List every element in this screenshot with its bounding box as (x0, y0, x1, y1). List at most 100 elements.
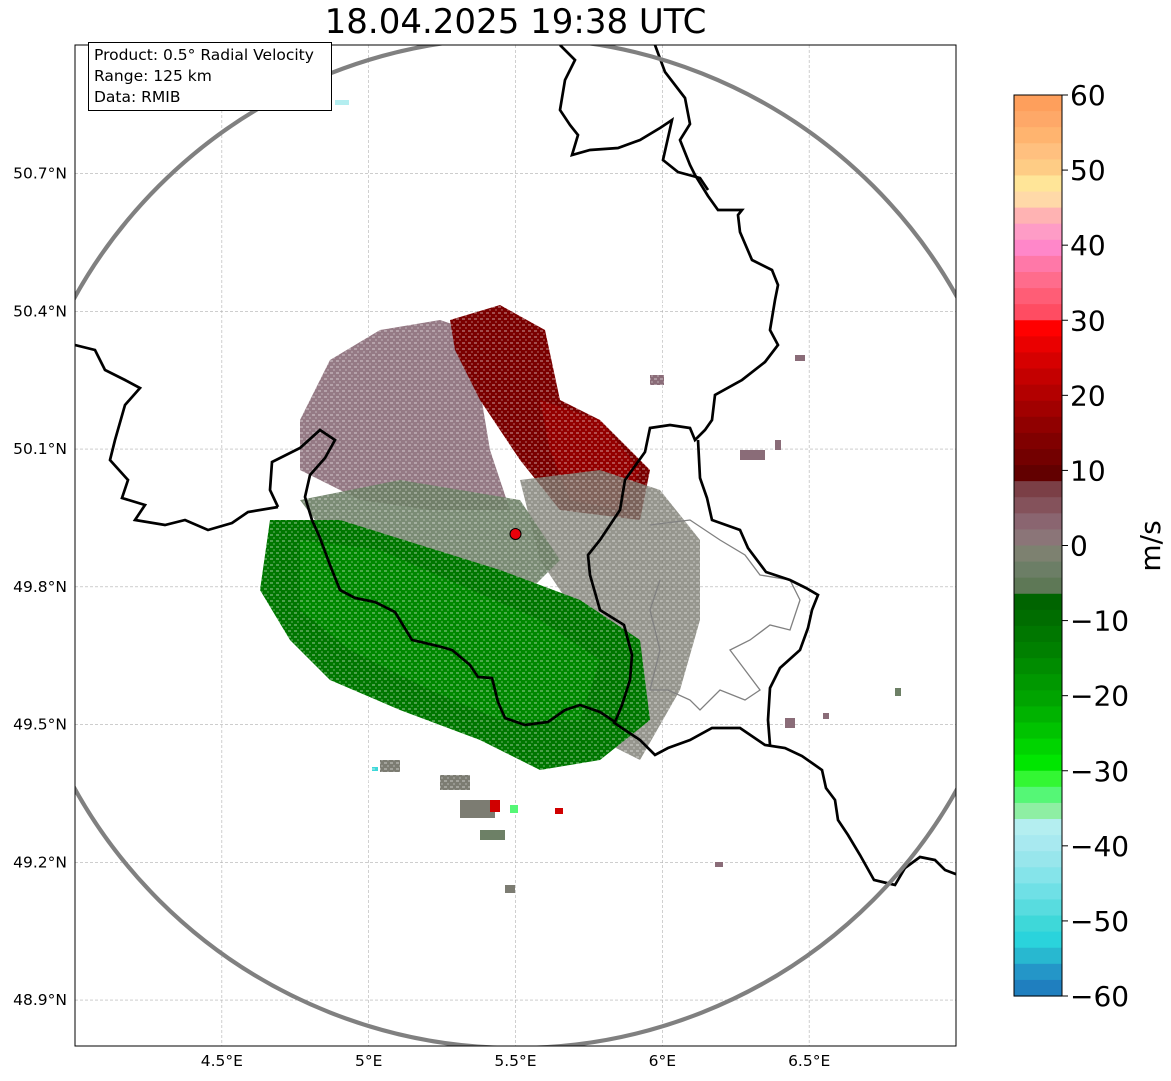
admin-boundaries (649, 519, 801, 711)
x-tick-label: 5°E (355, 1052, 382, 1070)
colorbar-swatch (1014, 111, 1062, 128)
map-title: 18.04.2025 19:38 UTC (324, 2, 707, 42)
y-tick-label: 50.1°N (13, 440, 67, 458)
colorbar-swatch (1014, 609, 1062, 627)
y-tick-label: 49.8°N (13, 578, 67, 596)
colorbar-tick-label: −50 (1070, 905, 1129, 938)
colorbar-swatch (1014, 352, 1062, 370)
x-tick-label: 5.5°E (494, 1052, 536, 1070)
colorbar-swatch (1014, 432, 1062, 450)
colorbar-swatch (1014, 336, 1062, 354)
colorbar-swatch (1014, 947, 1062, 965)
colorbar-swatch (1014, 448, 1062, 466)
colorbar-swatch (1014, 786, 1062, 804)
colorbar-ticks: 60 50 40 30 20 10 0 −10 −20 −30 −40 −50 −60 (1062, 79, 1129, 1013)
colorbar-swatch (1014, 835, 1062, 852)
colorbar-tick-label: 20 (1070, 379, 1106, 412)
y-tick-label: 49.2°N (13, 853, 67, 871)
colorbar-swatch (1014, 368, 1062, 386)
radar-site-marker (509, 528, 522, 541)
country-border-fr-be (75, 343, 279, 532)
x-tick-label: 4.5°E (201, 1052, 243, 1070)
colorbar-swatch (1014, 320, 1062, 337)
colorbar-swatch (1014, 931, 1062, 949)
colorbar-tick-label: 30 (1070, 304, 1106, 337)
borders (75, 45, 956, 1046)
colorbar-swatch (1014, 642, 1062, 659)
colorbar-swatch (1014, 127, 1062, 144)
colorbar-swatches (1014, 95, 1062, 997)
country-border-lux-de (696, 439, 820, 746)
colorbar-swatch (1014, 899, 1062, 917)
colorbar-swatch (1014, 465, 1062, 482)
country-border-lux (612, 720, 956, 887)
colorbar-swatch (1014, 577, 1062, 595)
country-border-nl (558, 45, 710, 191)
colorbar-swatch (1014, 690, 1062, 707)
colorbar-swatch (1014, 288, 1062, 305)
colorbar-swatch (1014, 819, 1062, 836)
colorbar-swatch (1014, 384, 1062, 402)
colorbar-swatch (1014, 143, 1062, 160)
y-tick-label: 50.4°N (13, 302, 67, 320)
colorbar-tick-label: 60 (1070, 79, 1106, 112)
y-tick-label: 48.9°N (13, 991, 67, 1009)
info-data: Data: RMIB (94, 88, 181, 106)
colorbar-tick-label: 0 (1070, 530, 1088, 563)
colorbar-tick-label: 10 (1070, 454, 1106, 487)
colorbar-swatch (1014, 400, 1062, 418)
y-tick-label: 50.7°N (13, 165, 67, 183)
colorbar-swatch (1014, 754, 1062, 772)
x-tick-label: 6°E (649, 1052, 676, 1070)
colorbar-swatch (1014, 513, 1062, 531)
colorbar-swatch (1014, 770, 1062, 788)
colorbar-swatch (1014, 95, 1062, 112)
colorbar-tick-label: 50 (1070, 154, 1106, 187)
info-range: Range: 125 km (94, 67, 212, 85)
colorbar-swatch (1014, 271, 1062, 289)
velocity-echoes (260, 100, 901, 893)
colorbar-swatch (1014, 851, 1062, 868)
colorbar-tick-label: −10 (1070, 605, 1129, 638)
colorbar-swatch (1014, 867, 1062, 884)
colorbar-swatch (1014, 561, 1062, 579)
colorbar-swatch (1014, 239, 1062, 257)
colorbar-swatch (1014, 223, 1062, 241)
colorbar-swatch (1014, 722, 1062, 740)
colorbar-swatch (1014, 175, 1062, 193)
map-frame (74, 44, 957, 1047)
colorbar-swatch (1014, 207, 1062, 225)
colorbar-swatch (1014, 545, 1062, 563)
colorbar-swatch (1014, 416, 1062, 434)
colorbar-swatch (1014, 304, 1062, 321)
colorbar-label: m/s (1134, 520, 1167, 571)
colorbar-swatch (1014, 497, 1062, 514)
x-tick-label: 6.5°E (788, 1052, 830, 1070)
x-axis-ticks: 4.5°E 5°E 5.5°E 6°E 6.5°E (201, 1052, 831, 1070)
colorbar-swatch (1014, 738, 1062, 756)
colorbar-swatch (1014, 706, 1062, 724)
info-product: Product: 0.5° Radial Velocity (94, 46, 314, 64)
colorbar-swatch (1014, 979, 1062, 997)
colorbar-swatch (1014, 963, 1062, 981)
y-axis-ticks: 48.9°N 49.2°N 49.5°N 49.8°N 50.1°N 50.4°N 50.7… (13, 165, 67, 1010)
colorbar-swatch (1014, 625, 1062, 643)
colorbar-tick-label: −60 (1070, 980, 1129, 1013)
colorbar: 60 50 40 30 20 10 0 −10 −20 −30 −40 −50 −60 m/s (1013, 79, 1167, 1013)
colorbar-swatch (1014, 191, 1062, 209)
y-tick-label: 49.5°N (13, 716, 67, 734)
colorbar-tick-label: −30 (1070, 755, 1129, 788)
colorbar-swatch (1014, 159, 1062, 177)
colorbar-swatch (1014, 593, 1062, 611)
colorbar-swatch (1014, 883, 1062, 901)
colorbar-swatch (1014, 658, 1062, 675)
colorbar-tick-label: −40 (1070, 830, 1129, 863)
colorbar-swatch (1014, 674, 1062, 691)
colorbar-tick-label: 40 (1070, 229, 1106, 262)
colorbar-swatch (1014, 481, 1062, 498)
colorbar-tick-label: −20 (1070, 680, 1129, 713)
country-border-semois (268, 45, 780, 727)
info-box: Product: 0.5° Radial Velocity Range: 125… (88, 42, 332, 111)
colorbar-swatch (1014, 802, 1062, 820)
